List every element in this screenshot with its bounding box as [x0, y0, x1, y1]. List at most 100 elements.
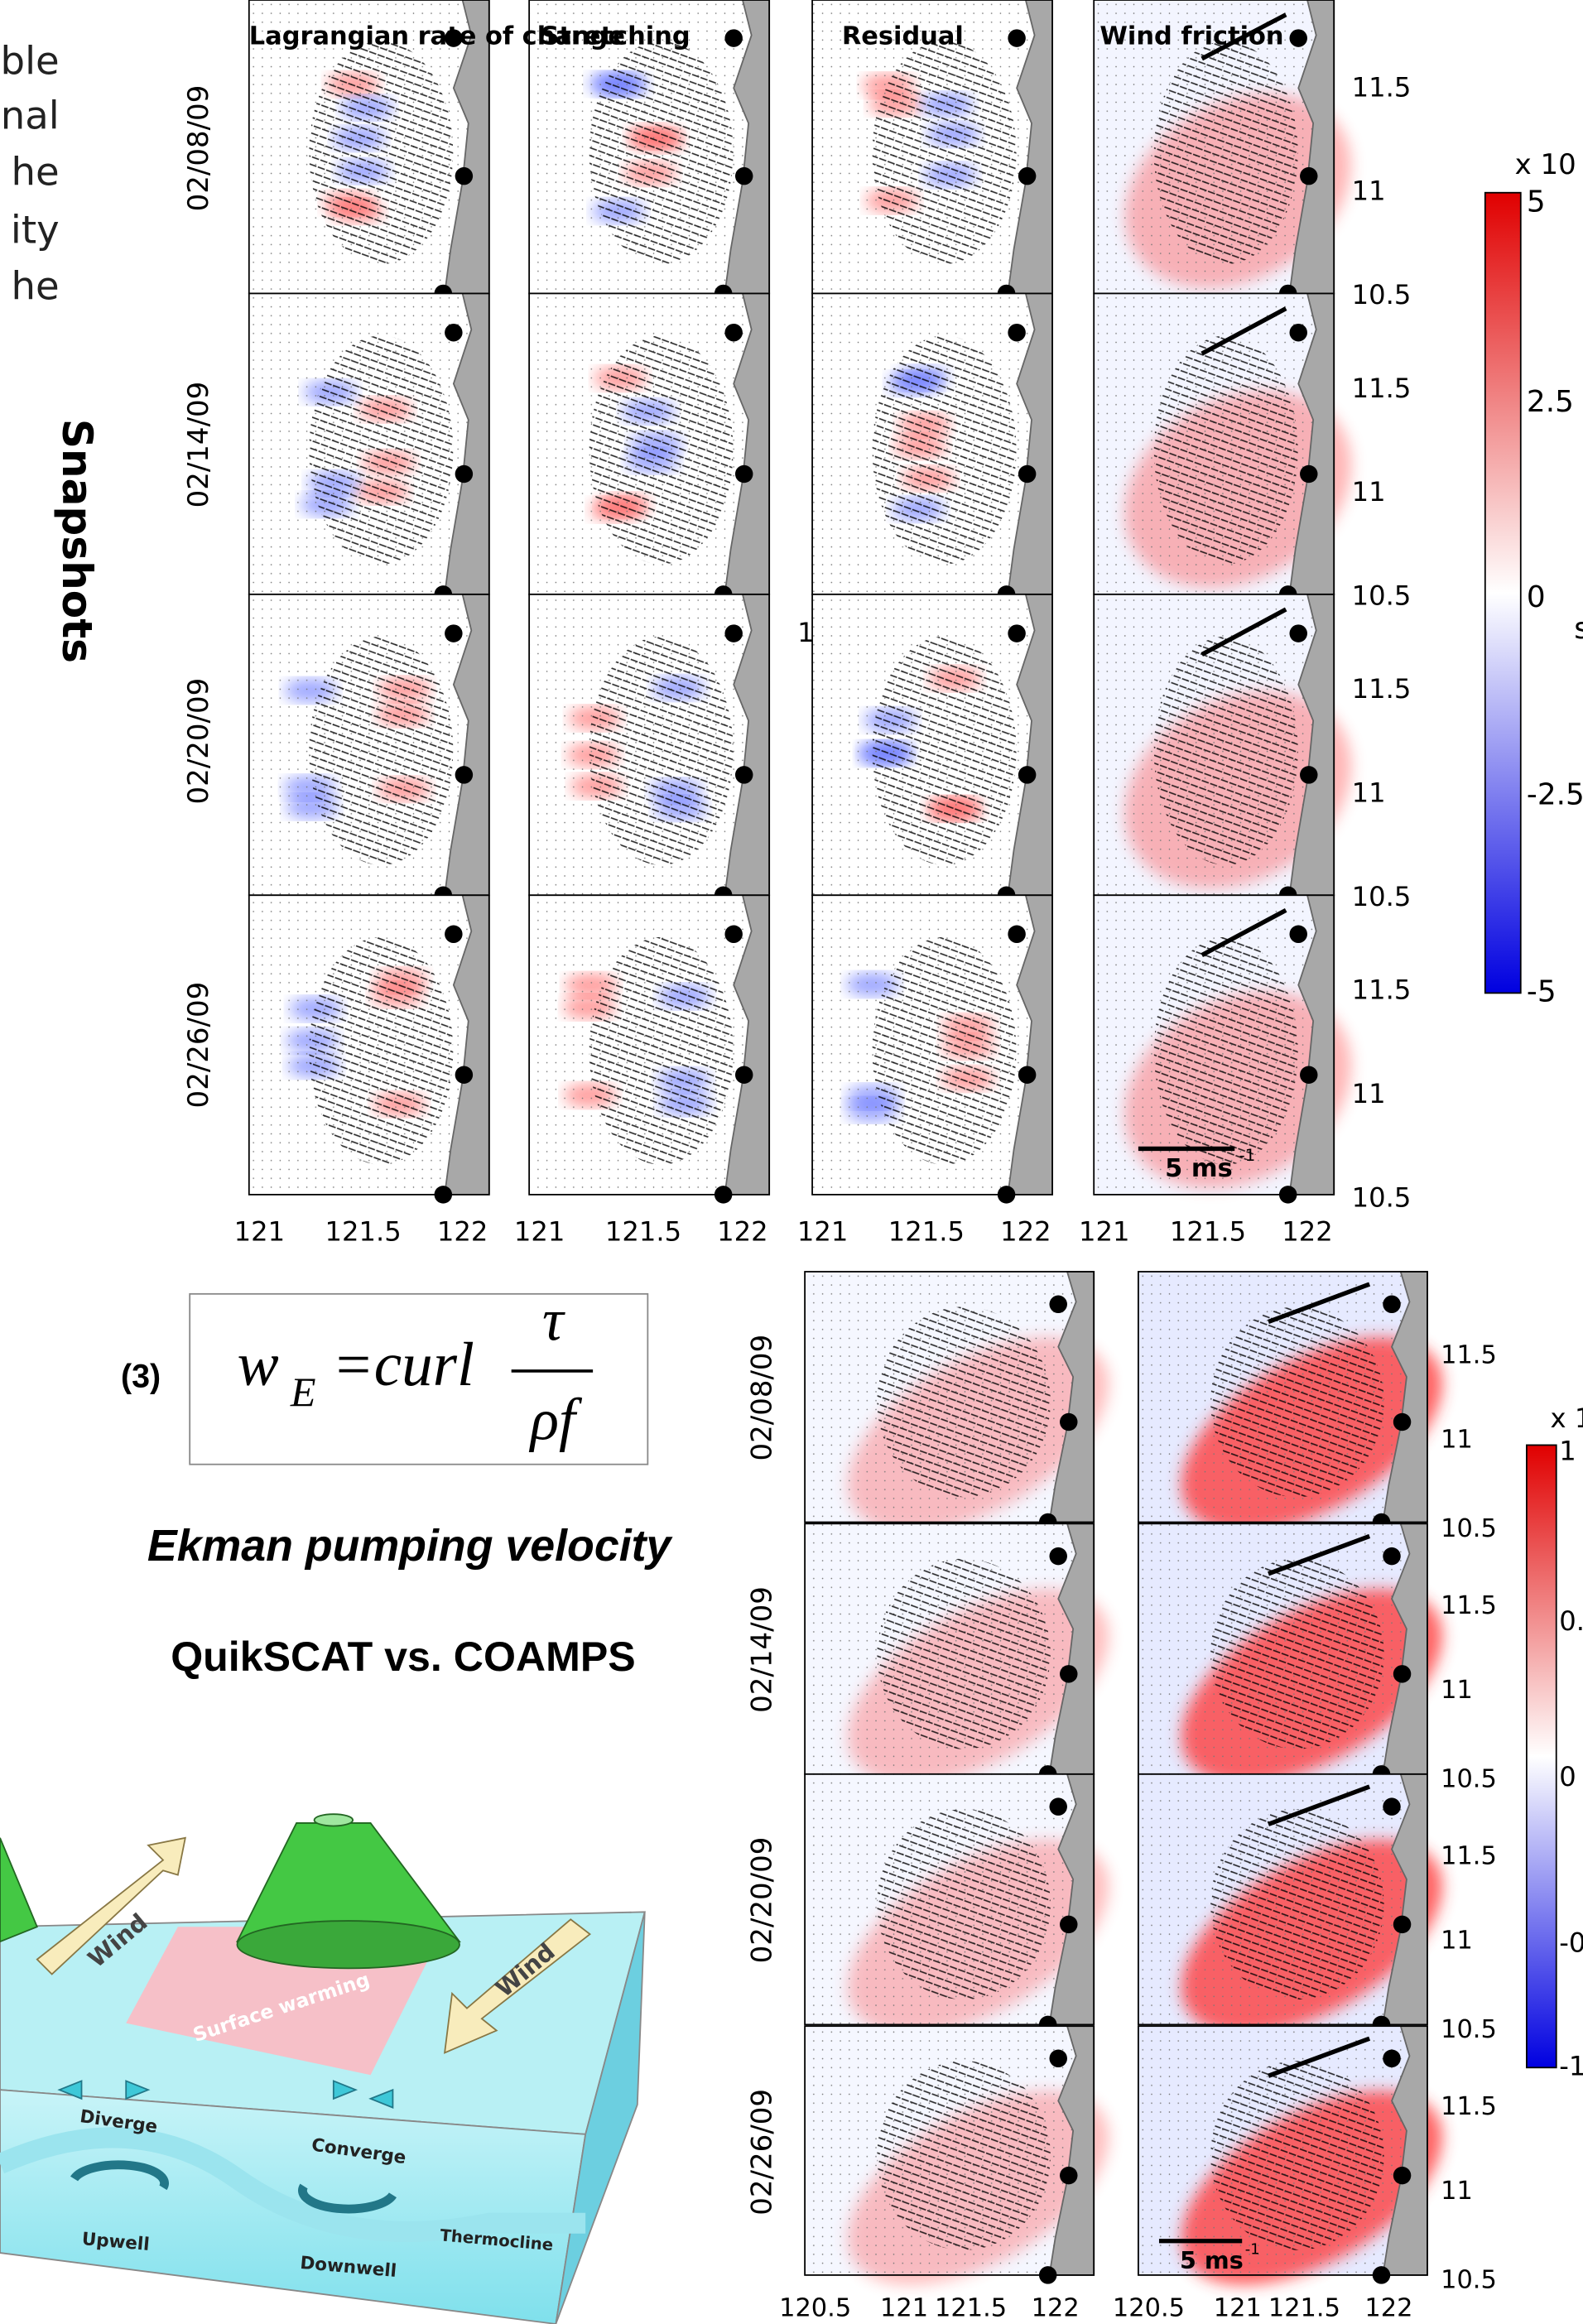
text-fragment: ble	[1, 38, 60, 83]
y-tick-label: 10.5	[1352, 580, 1412, 611]
colorbar-tick: -1	[1559, 2050, 1583, 2081]
station	[735, 1066, 753, 1083]
station	[724, 29, 742, 46]
y-tick-label: 11.5	[1441, 1341, 1497, 1370]
map-panel	[1089, 895, 1387, 1228]
equation-term: ρf	[529, 1388, 583, 1453]
station	[455, 465, 473, 483]
y-tick-label: 11.5	[1352, 974, 1412, 1006]
x-tick-label: 121.5	[1170, 1215, 1246, 1247]
y-tick-label: 10.5	[1352, 1181, 1412, 1213]
station	[1383, 1296, 1400, 1313]
velocity-field	[309, 637, 453, 865]
station	[735, 167, 753, 185]
station	[1393, 2167, 1411, 2184]
velocity-field	[877, 1306, 1050, 1497]
row-date: 02/14/09	[182, 382, 215, 508]
station	[735, 465, 753, 483]
station	[1008, 29, 1025, 46]
map-panel	[812, 594, 1052, 904]
velocity-field	[1210, 1559, 1383, 1749]
side-label: Snapshots	[53, 419, 102, 663]
colorbar	[1527, 1445, 1557, 2067]
velocity-field	[1154, 637, 1298, 865]
section-title: Ekman pumping velocity	[147, 1521, 674, 1571]
station	[455, 766, 473, 783]
station	[1049, 1797, 1066, 1815]
station	[1393, 1665, 1411, 1682]
y-tick-label: 10.5	[1352, 279, 1412, 310]
station	[1290, 29, 1307, 46]
velocity-field	[873, 937, 1017, 1165]
x-tick-label: 121	[1079, 1215, 1130, 1247]
map-panel	[529, 895, 769, 1203]
velocity-field	[873, 335, 1017, 564]
station	[1383, 2050, 1400, 2067]
velocity-field	[1154, 937, 1298, 1165]
colorbar-unit: s	[1574, 612, 1583, 646]
section-subtitle: QuikSCAT vs. COAMPS	[171, 1634, 636, 1680]
colorbar-tick: 0	[1527, 580, 1546, 614]
y-tick-label: 11	[1441, 1676, 1473, 1705]
velocity-field	[1154, 335, 1298, 564]
velocity-field	[1210, 2061, 1383, 2250]
station	[1300, 465, 1317, 483]
x-tick-label: 121	[514, 1215, 565, 1247]
station	[1060, 2167, 1077, 2184]
y-tick-label: 11.5	[1352, 71, 1412, 103]
scale-exponent: -1	[1239, 1146, 1256, 1165]
x-tick-label: 122	[1282, 1215, 1333, 1247]
colorbar-tick: -5	[1527, 974, 1557, 1008]
x-tick-label: 120.5	[779, 2294, 851, 2323]
map-panel	[812, 895, 1052, 1203]
text-fragment: 1	[797, 617, 815, 648]
y-tick-label: 10.5	[1441, 2015, 1497, 2044]
station	[1290, 624, 1307, 642]
station	[1008, 624, 1025, 642]
y-tick-label: 11	[1441, 1426, 1473, 1455]
colorbar-exponent: x 10	[1515, 148, 1576, 181]
map-panel	[249, 895, 489, 1203]
y-tick-label: 11.5	[1441, 1842, 1497, 1871]
text-fragment: he	[12, 264, 60, 309]
scale-exponent: -1	[1245, 2240, 1260, 2258]
column-title: Wind friction	[1099, 22, 1283, 51]
x-tick-label: 122	[1032, 2294, 1080, 2323]
station	[1018, 766, 1036, 783]
station	[1393, 1413, 1411, 1431]
y-tick-label: 10.5	[1441, 1514, 1497, 1543]
column-title: Residual	[842, 22, 964, 51]
station	[1060, 1413, 1077, 1431]
y-tick-label: 11	[1441, 2177, 1473, 2206]
map-panel	[529, 293, 769, 603]
velocity-field	[589, 937, 734, 1165]
text-fragment: ity	[11, 208, 60, 253]
y-tick-label: 11.5	[1352, 673, 1412, 705]
station	[724, 324, 742, 341]
map-panel	[812, 293, 1052, 603]
scale-label: 5 ms	[1165, 1154, 1233, 1183]
station	[1060, 1916, 1077, 1933]
map-panel	[249, 594, 489, 904]
y-tick-label: 11	[1352, 176, 1386, 207]
station	[1008, 926, 1025, 943]
map-panel	[1089, 293, 1387, 627]
station	[1008, 324, 1025, 341]
station	[1393, 1916, 1411, 1933]
x-tick-label: 121	[880, 2294, 928, 2323]
velocity-field	[309, 335, 453, 564]
velocity-field	[1210, 1306, 1383, 1497]
row-date: 02/20/09	[182, 678, 215, 805]
station	[1049, 1547, 1066, 1565]
equation-term: w	[237, 1330, 278, 1399]
scale-label: 5 ms	[1180, 2246, 1244, 2274]
x-tick-label: 121	[1214, 2294, 1262, 2323]
colorbar	[1485, 193, 1521, 994]
station	[724, 926, 742, 943]
station	[455, 1066, 473, 1083]
x-tick-label: 121	[797, 1215, 849, 1247]
row-date: 02/26/09	[182, 982, 215, 1109]
station	[1018, 167, 1036, 185]
x-tick-label: 121.5	[935, 2294, 1007, 2323]
row-date: 02/26/09	[745, 2089, 778, 2216]
